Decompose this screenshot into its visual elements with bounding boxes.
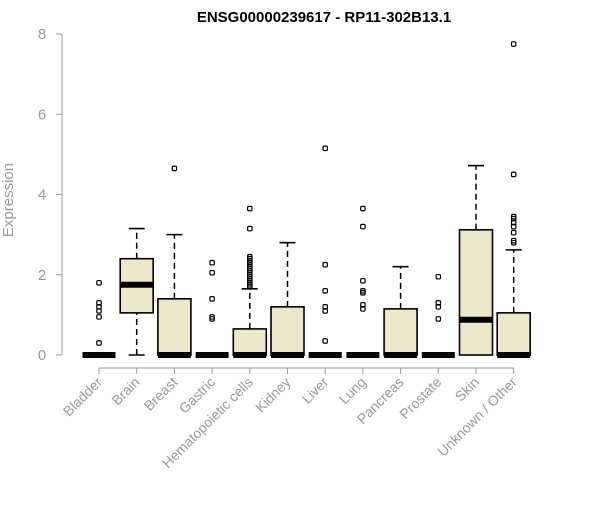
x-tick-label: Skin <box>452 374 483 405</box>
outlier-point <box>96 300 102 306</box>
outlier-point <box>435 273 442 280</box>
outlier-point <box>322 288 329 294</box>
outlier-point <box>247 205 253 212</box>
x-tick-label: Lung <box>336 374 369 407</box>
box-group <box>82 279 116 358</box>
outlier-point <box>360 288 366 294</box>
outlier-point <box>322 261 329 268</box>
outlier-point <box>360 277 366 284</box>
outlier-point <box>322 304 329 310</box>
outlier-point <box>360 205 366 212</box>
outlier-point <box>510 237 517 244</box>
box-group <box>119 227 154 356</box>
outlier-point <box>209 259 215 266</box>
outlier-point <box>247 225 253 232</box>
outlier-point <box>322 338 329 344</box>
outlier-point <box>510 213 517 220</box>
y-tick-label: 8 <box>38 26 46 43</box>
y-axis-label: Expression <box>0 163 17 237</box>
outlier-point <box>209 269 215 276</box>
outlier-point <box>209 296 215 302</box>
box-group <box>496 41 532 358</box>
y-tick-label: 4 <box>38 187 46 204</box>
outlier-point <box>510 171 517 178</box>
outlier-point <box>510 41 517 47</box>
box-group <box>308 145 342 358</box>
plot-area <box>82 41 532 358</box>
x-tick-label: Kidney <box>252 374 294 416</box>
outlier-point <box>360 223 366 230</box>
box-group <box>421 273 455 358</box>
box-group <box>383 265 418 358</box>
box-group <box>270 241 305 358</box>
chart-title: ENSG00000239617 - RP11-302B13.1 <box>197 9 451 26</box>
y-tick-label: 6 <box>38 106 46 123</box>
box-group <box>195 259 229 358</box>
outlier-point <box>96 279 102 286</box>
x-tick-label: Breast <box>141 374 181 414</box>
box-rect <box>496 312 532 356</box>
outlier-point <box>96 314 102 320</box>
outlier-point <box>209 314 215 320</box>
x-tick-label: Bladder <box>60 374 106 420</box>
outlier-point <box>510 229 517 236</box>
box-rect <box>157 298 192 356</box>
box-rect <box>232 328 268 356</box>
y-tick-label: 2 <box>38 267 46 284</box>
x-tick-label: Prostate <box>396 374 444 422</box>
outlier-point <box>322 145 329 152</box>
x-tick-label: Brain <box>108 374 142 408</box>
box-rect <box>270 306 305 356</box>
box-rect <box>458 229 494 356</box>
outlier-point <box>435 316 442 322</box>
outlier-point <box>171 165 178 172</box>
box-group <box>232 205 268 358</box>
box-group <box>157 165 192 358</box>
outlier-point <box>247 253 253 260</box>
outlier-point <box>360 302 366 308</box>
box-group <box>458 164 494 356</box>
y-tick-label: 0 <box>38 347 46 364</box>
outlier-point <box>435 300 442 306</box>
outlier-point <box>96 340 102 346</box>
x-tick-label: Liver <box>299 374 332 407</box>
box-rect <box>383 308 418 356</box>
box-group <box>346 205 380 358</box>
